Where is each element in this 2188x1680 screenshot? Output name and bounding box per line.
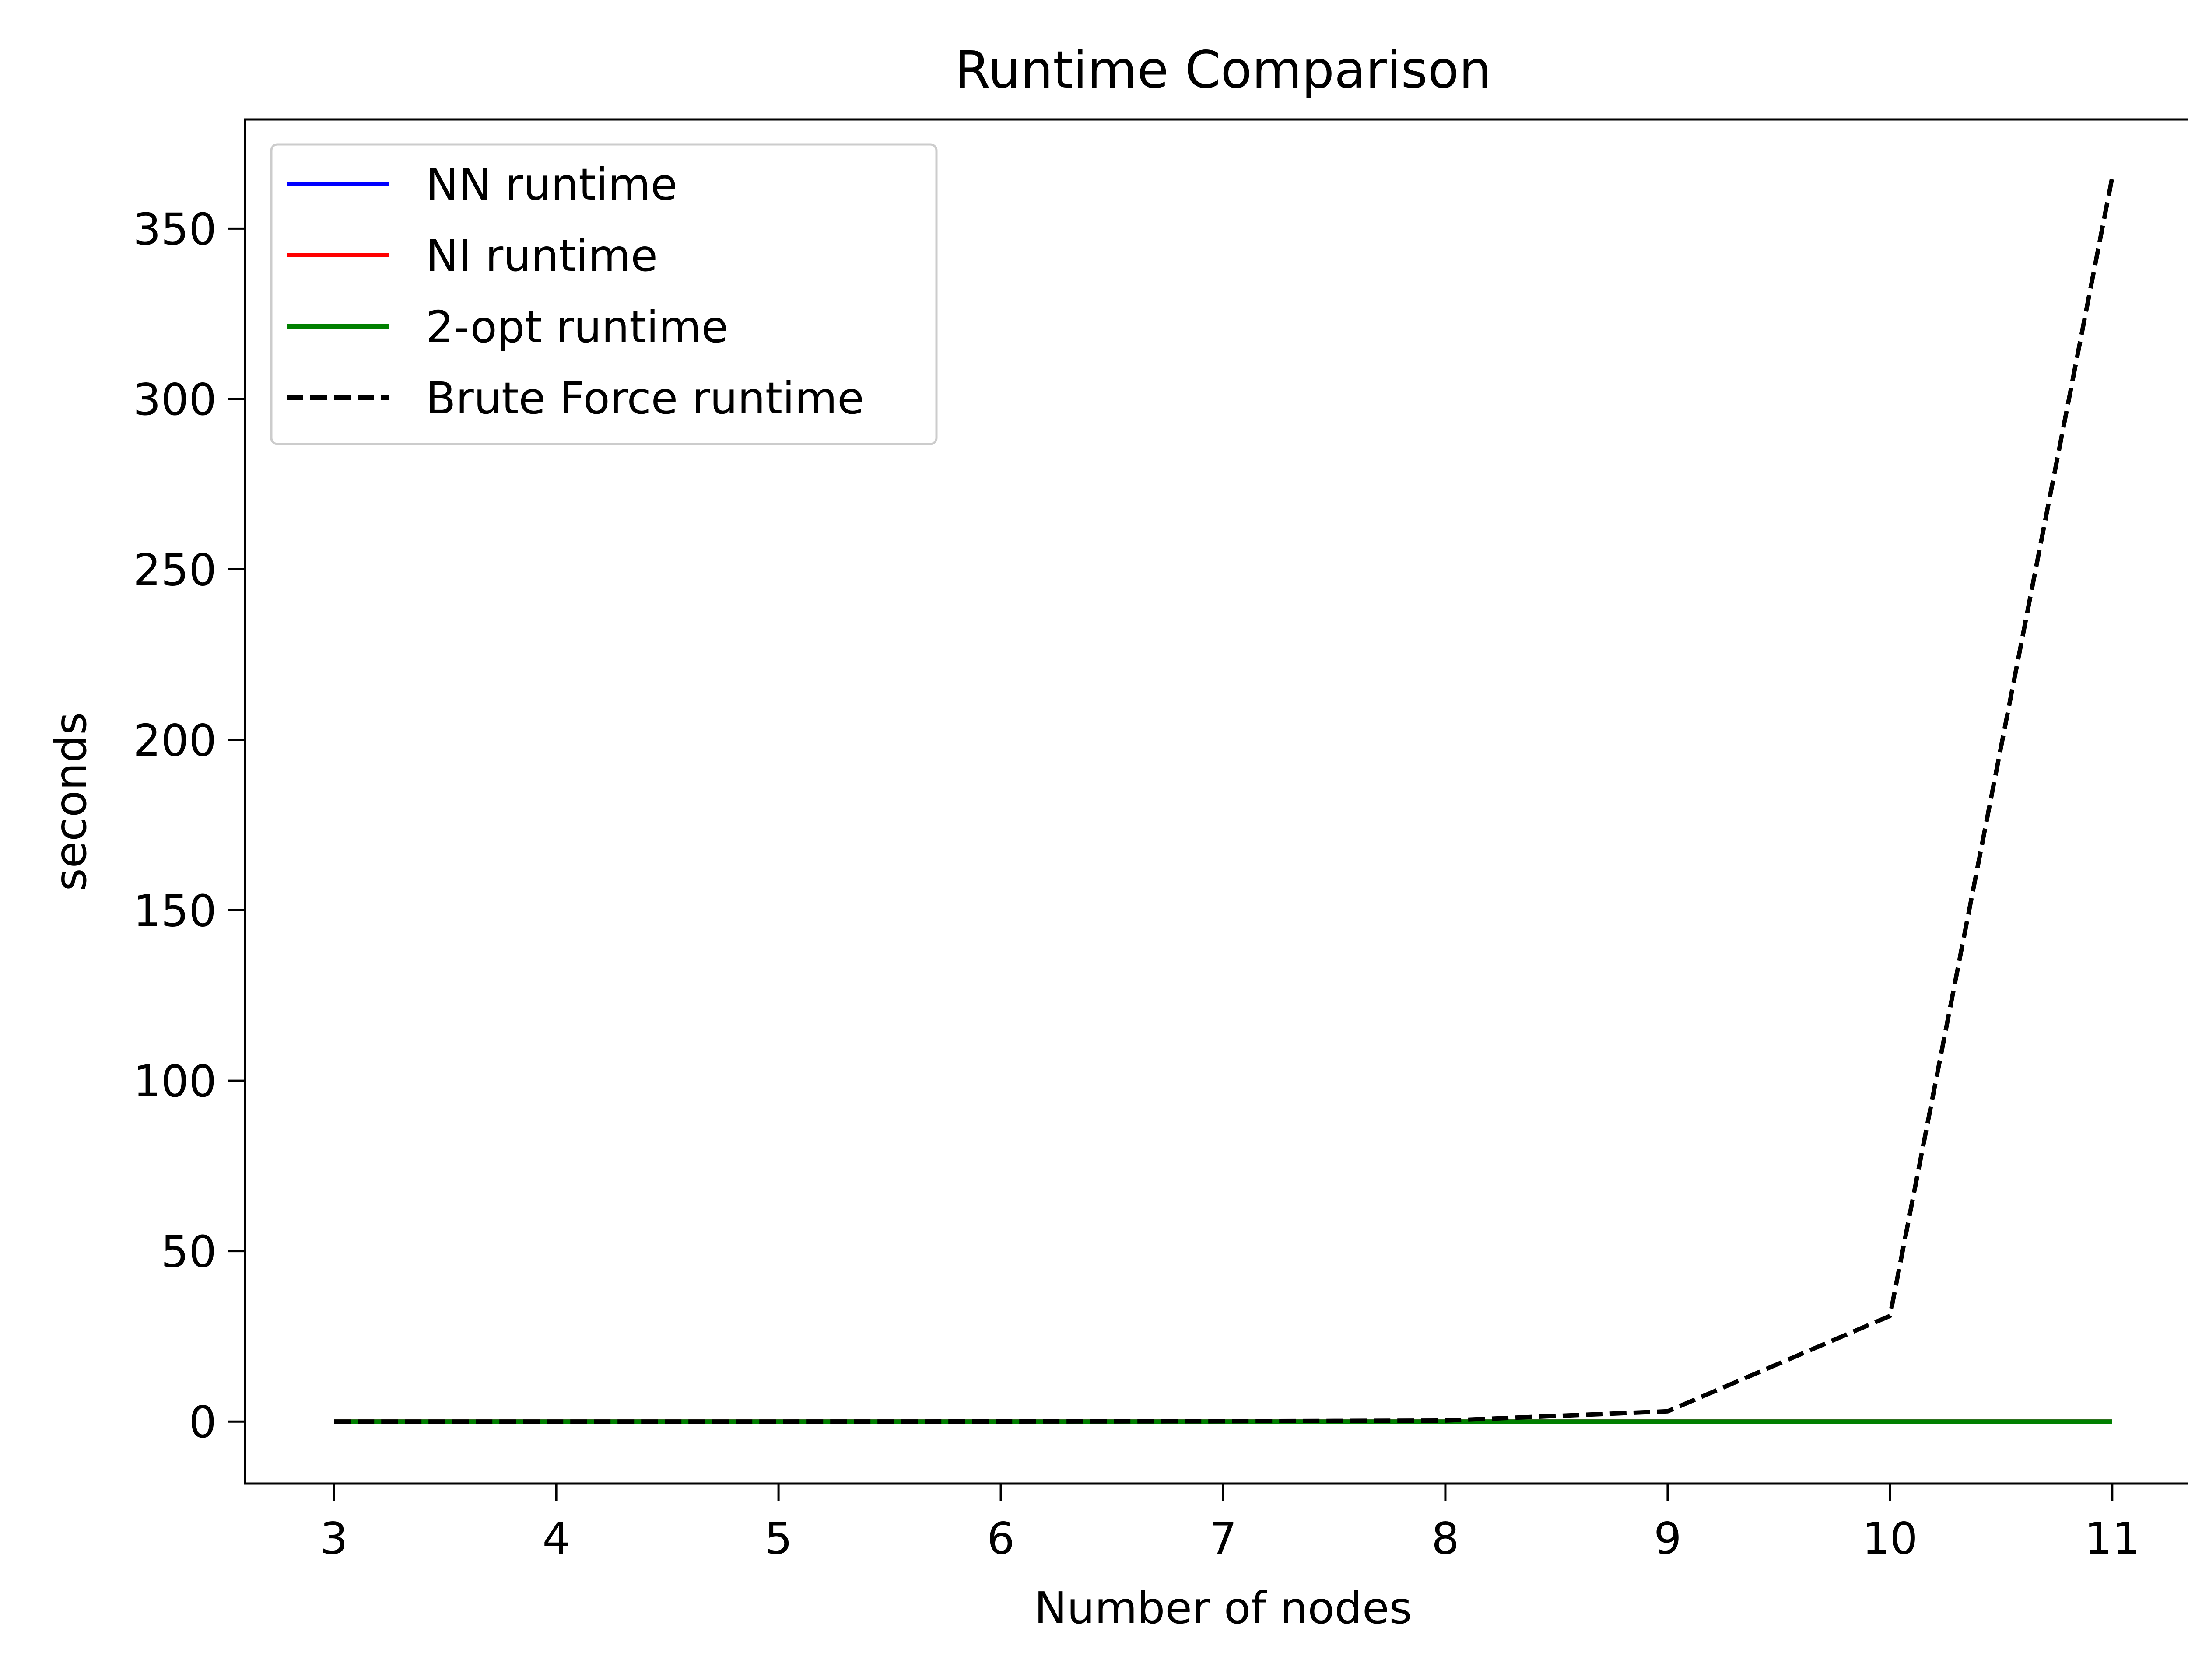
x-tick-label: 11 xyxy=(2084,1513,2140,1564)
legend-label: NN runtime xyxy=(426,159,677,210)
x-tick-label: 3 xyxy=(320,1513,348,1564)
y-tick-label: 50 xyxy=(161,1226,217,1278)
x-tick-label: 10 xyxy=(1862,1513,1918,1564)
y-tick-label: 250 xyxy=(133,544,217,595)
y-tick-label: 300 xyxy=(133,374,217,425)
legend-label: Brute Force runtime xyxy=(426,373,864,424)
legend: NN runtime NI runtime 2-opt runtime Brute F… xyxy=(270,143,938,445)
y-tick-label: 200 xyxy=(133,715,217,766)
legend-entries: NN runtime NI runtime 2-opt runtime Brute F… xyxy=(287,159,864,424)
y-tick-label: 100 xyxy=(133,1056,217,1107)
legend-label: NI runtime xyxy=(426,230,658,281)
x-tick-label: 6 xyxy=(987,1513,1015,1564)
x-tick-label: 7 xyxy=(1209,1513,1237,1564)
y-tick-label: 350 xyxy=(133,203,217,255)
x-tick-label: 5 xyxy=(764,1513,792,1564)
x-tick-label: 4 xyxy=(542,1513,570,1564)
y-tick-label: 0 xyxy=(189,1396,217,1448)
x-axis-ticks: 3 4 5 6 7 8 9 10 11 xyxy=(320,1484,2140,1564)
x-tick-label: 8 xyxy=(1431,1513,1459,1564)
x-tick-label: 9 xyxy=(1654,1513,1682,1564)
chart-title: Runtime Comparison xyxy=(955,40,1491,100)
y-tick-label: 150 xyxy=(133,886,217,937)
legend-frame xyxy=(270,143,938,445)
y-axis-ticks: 0 50 100 150 200 250 300 350 xyxy=(133,203,245,1448)
series-layer xyxy=(334,177,2114,1424)
y-axis-label: seconds xyxy=(45,712,96,891)
x-axis-label: Number of nodes xyxy=(1034,1582,1412,1634)
series-line-brute-force-runtime xyxy=(334,177,2114,1424)
legend-label: 2-opt runtime xyxy=(426,301,728,353)
